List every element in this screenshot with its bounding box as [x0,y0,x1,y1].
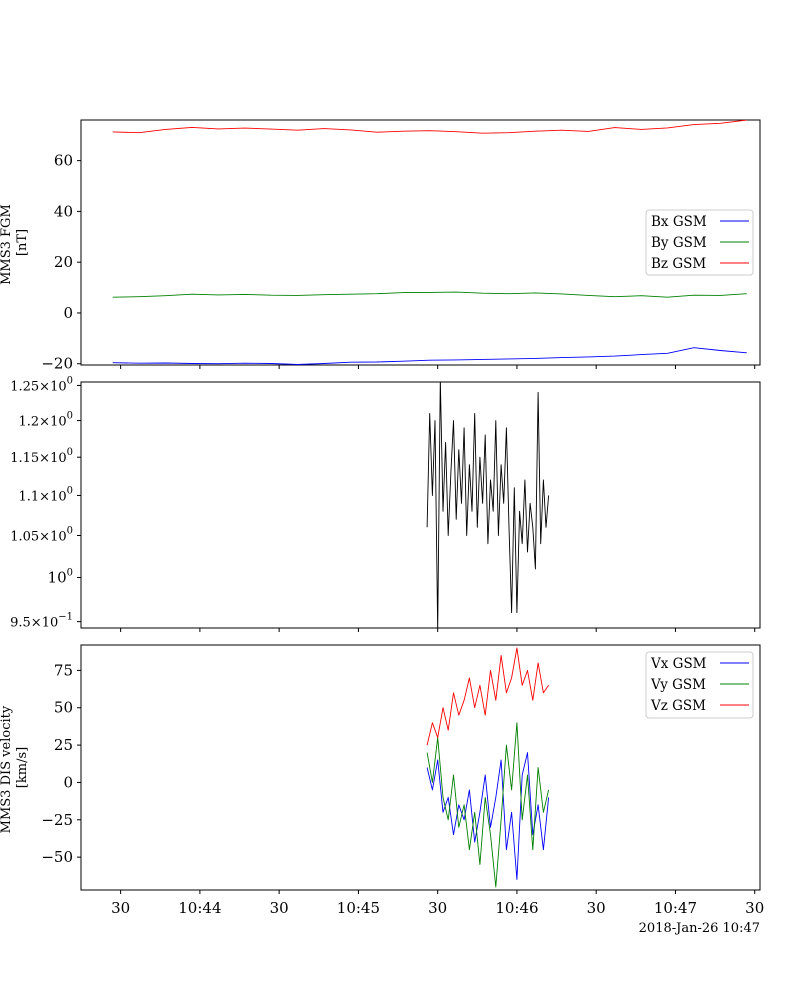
date-label: 2018-Jan-26 10:47 [639,921,760,936]
series-line-bz-gsm-2 [112,120,747,134]
panel-frame [80,381,761,629]
x-axis-ticks [120,628,756,632]
legend-entry-by: By GSM [651,235,707,251]
y-axis-label-line1: MMS3 FGM [0,204,14,285]
y-tick-label: 0 [63,304,73,322]
y-axis-label-line1: MMS3 DIS velocity [0,705,14,833]
x-tick-label: 10:47 [654,899,697,917]
y-tick-label: 60 [54,152,73,170]
panel-log-ratio: 9.5×10−1 100 1.05×100 1.1×100 1.15×100 1.2×10… [10,375,761,632]
x-tick-label: 10:45 [337,899,380,917]
x-tick-label: 30 [270,899,289,917]
series-line-vz-gsm-2 [426,647,549,746]
y-tick-label: 0 [63,773,73,791]
y-tick-label: 1.05×100 [10,525,73,544]
y-tick-label: 75 [54,661,73,679]
y-tick-label: 25 [54,736,73,754]
legend-entry-vx: Vx GSM [650,656,707,672]
y-axis-label-line2: [km/s] [15,747,30,788]
y-tick-label: 1.25×100 [10,375,73,394]
legend: Vx GSM Vy GSM Vz GSM [645,651,754,719]
panel-dis-velocity: −50 −25 0 25 50 75 30 10:44 30 10:45 30 10:46 30 10:… [0,644,764,917]
y-tick-label: 50 [54,699,73,717]
panel-frame [80,119,761,366]
y-tick-label: −50 [41,848,73,866]
y-tick-label: 9.5×10−1 [10,612,73,631]
legend-entry-bx: Bx GSM [651,214,707,230]
series-line-vx-gsm-0 [426,752,550,880]
x-tick-label: 30 [111,899,130,917]
legend-box [645,209,754,276]
x-axis-ticks: 30 10:44 30 10:45 30 10:46 30 10:47 30 [111,890,764,917]
y-tick-label: 20 [54,253,73,271]
y-tick-label: 40 [54,202,73,220]
legend-box [645,651,754,719]
legend: Bx GSM By GSM Bz GSM [645,209,754,276]
y-tick-label: 1.15×100 [10,447,73,466]
y-tick-label: 100 [48,567,73,586]
x-axis-ticks [120,365,756,369]
plot-area [426,382,550,628]
panel-fgm-field: −20 0 20 40 60 MMS3 FGM [nT] Bx GSM By GSM B… [0,119,761,373]
y-tick-label: −20 [41,355,73,373]
x-tick-label: 30 [428,899,447,917]
legend-entry-vy: Vy GSM [650,677,706,693]
y-axis-label-line2: [nT] [15,229,30,256]
y-axis-label: MMS3 FGM [nT] [0,200,30,285]
series-line-by-gsm-1 [112,291,747,298]
y-axis-ticks: −20 0 20 40 60 [41,152,81,373]
y-axis-ticks: 9.5×10−1 100 1.05×100 1.1×100 1.15×100 1.2×10… [10,375,81,631]
panel-frame [80,644,761,891]
plot-area [426,647,550,888]
y-tick-label: −25 [41,811,73,829]
legend-entry-vz: Vz GSM [650,698,706,714]
legend-entry-bz: Bz GSM [651,256,706,272]
series-line-bx-gsm-0 [112,347,747,365]
x-tick-label: 10:46 [495,899,538,917]
y-axis-ticks: −50 −25 0 25 50 75 [41,661,81,866]
plot-area [112,120,747,365]
x-tick-label: 10:44 [178,899,221,917]
x-tick-label: 30 [745,899,764,917]
y-tick-label: 1.2×100 [19,411,74,430]
series-line-series-0 [426,382,550,628]
series-line-vy-gsm-1 [426,722,550,888]
y-axis-label: MMS3 DIS velocity [km/s] [0,702,30,834]
y-tick-label: 1.1×100 [19,485,74,504]
x-tick-label: 30 [587,899,606,917]
